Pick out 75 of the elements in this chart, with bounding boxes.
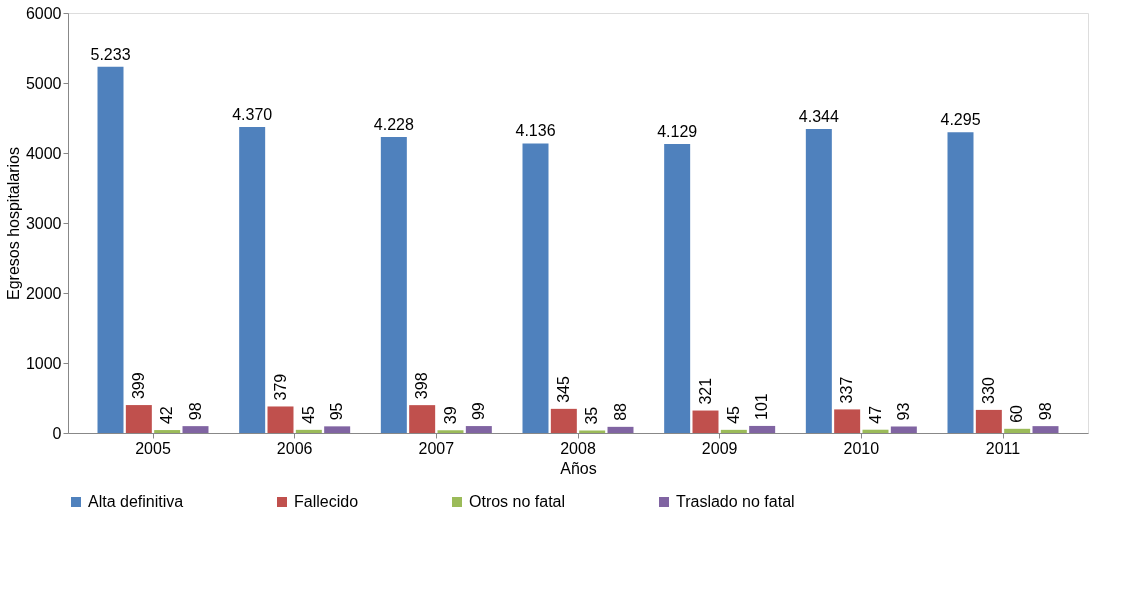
bar bbox=[97, 66, 124, 433]
legend-label: Otros no fatal bbox=[469, 493, 566, 510]
bar bbox=[805, 128, 832, 433]
bar bbox=[295, 429, 322, 433]
x-tick-label: 2010 bbox=[843, 439, 880, 457]
x-tick-label: 2005 bbox=[135, 439, 171, 457]
data-label: 399 bbox=[129, 372, 147, 400]
legend-label: Fallecido bbox=[294, 493, 359, 510]
data-label: 88 bbox=[611, 402, 629, 421]
bar bbox=[664, 143, 691, 433]
bar bbox=[154, 430, 181, 433]
y-tick-label: 0 bbox=[52, 424, 62, 442]
data-label: 42 bbox=[158, 406, 176, 425]
data-label: 99 bbox=[469, 402, 487, 421]
data-label: 337 bbox=[838, 376, 856, 404]
bar bbox=[834, 409, 861, 433]
data-label: 345 bbox=[554, 376, 572, 403]
bar bbox=[749, 425, 776, 433]
bar bbox=[1032, 426, 1059, 433]
bar bbox=[607, 426, 634, 433]
bar bbox=[267, 406, 294, 433]
x-tick-label: 2009 bbox=[701, 439, 738, 457]
data-label: 45 bbox=[724, 405, 742, 424]
y-tick-label: 2000 bbox=[25, 284, 62, 302]
y-tick-label: 5000 bbox=[25, 74, 62, 92]
bar bbox=[182, 426, 209, 433]
x-axis-title: Años bbox=[560, 459, 597, 477]
bar bbox=[975, 409, 1002, 433]
bar bbox=[437, 430, 464, 433]
bar bbox=[465, 426, 492, 433]
x-tick-label: 2007 bbox=[418, 439, 455, 457]
bar bbox=[239, 127, 266, 433]
data-label: 98 bbox=[186, 402, 204, 421]
y-tick-label: 1000 bbox=[25, 354, 62, 372]
data-label: 4.136 bbox=[515, 122, 556, 140]
data-label: 4.295 bbox=[940, 111, 981, 129]
data-label: 95 bbox=[328, 402, 346, 421]
data-label: 330 bbox=[979, 377, 997, 404]
y-tick-label: 4000 bbox=[25, 144, 62, 162]
bar bbox=[862, 429, 889, 433]
data-label: 60 bbox=[1008, 404, 1026, 423]
x-tick-label: 2008 bbox=[560, 439, 596, 457]
x-tick-label: 2006 bbox=[276, 439, 313, 457]
bar bbox=[947, 132, 974, 433]
bar bbox=[324, 426, 351, 433]
data-label: 4.228 bbox=[373, 116, 414, 134]
bar bbox=[550, 408, 577, 433]
bar bbox=[692, 410, 719, 433]
data-label: 5.233 bbox=[90, 45, 131, 63]
y-tick-label: 3000 bbox=[25, 214, 62, 232]
bar bbox=[380, 137, 407, 433]
data-label: 4.344 bbox=[798, 107, 839, 125]
data-label: 47 bbox=[866, 405, 884, 424]
legend-label: Alta definitiva bbox=[88, 493, 184, 510]
bar bbox=[720, 429, 747, 433]
data-label: 4.370 bbox=[232, 106, 273, 124]
legend-label: Traslado no fatal bbox=[676, 493, 795, 510]
data-label: 321 bbox=[696, 377, 714, 405]
data-label: 35 bbox=[583, 406, 601, 425]
bar bbox=[1004, 428, 1031, 433]
data-label: 98 bbox=[1036, 402, 1054, 421]
bar bbox=[522, 143, 549, 433]
data-label: 39 bbox=[441, 406, 459, 425]
x-tick-label: 2011 bbox=[985, 439, 1021, 457]
data-label: 101 bbox=[753, 393, 771, 420]
data-label: 4.129 bbox=[657, 122, 698, 140]
data-label: 398 bbox=[413, 372, 431, 400]
y-axis-title: Egresos hospitalarios bbox=[4, 147, 22, 300]
bar bbox=[125, 405, 152, 433]
bar bbox=[409, 405, 436, 433]
data-label: 45 bbox=[299, 405, 317, 424]
data-label: 93 bbox=[894, 402, 912, 421]
y-tick-label: 6000 bbox=[25, 4, 62, 22]
data-label: 379 bbox=[271, 373, 289, 401]
bar bbox=[890, 426, 917, 433]
